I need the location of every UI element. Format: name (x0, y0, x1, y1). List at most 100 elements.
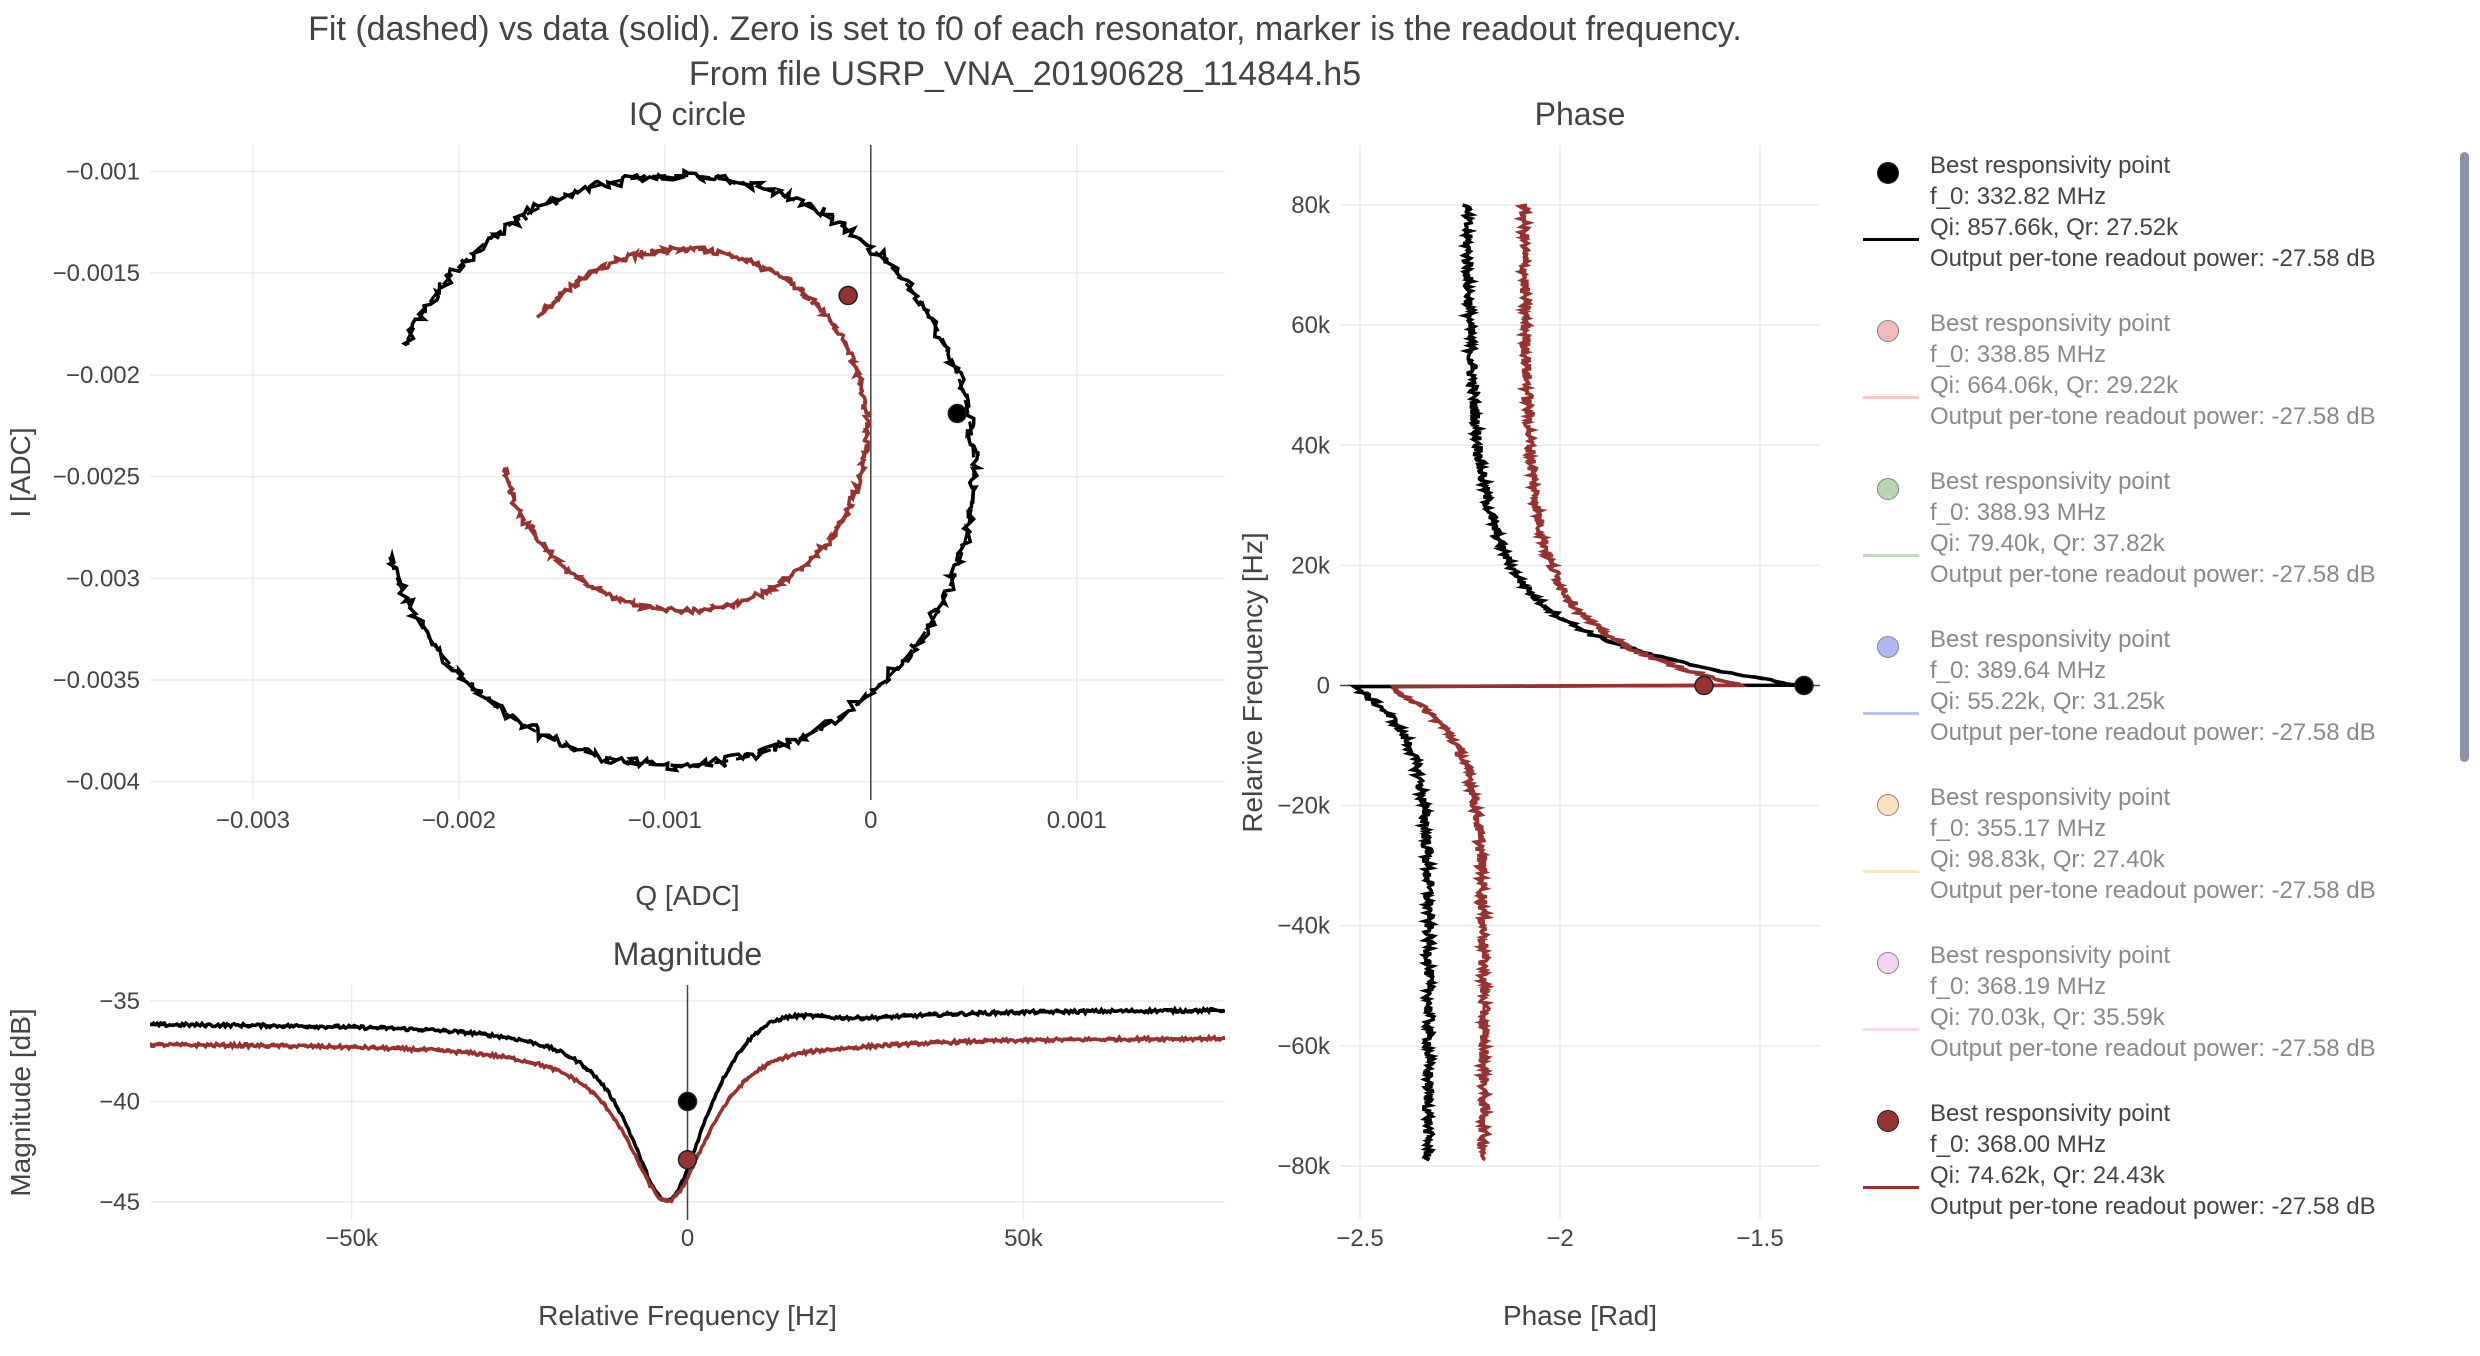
subplot-magnitude: −50k 0 50k −35 −40 −45 Magnitude Relative Frequ… (5, 936, 1225, 1331)
legend-label: Best responsivity point (1930, 626, 2171, 653)
legend-item[interactable]: Best responsivity point f_0: 338.85 MHz Qi… (1855, 308, 2455, 458)
legend-item[interactable]: Best responsivity point f_0: 355.17 MHz Qi… (1855, 782, 2455, 932)
legend-label: f_0: 389.64 MHz (1930, 657, 2107, 684)
y-tick-label: −20k (1277, 793, 1331, 820)
data-line (150, 1033, 1225, 1204)
x-tick-label: −2 (1546, 1225, 1573, 1252)
legend-item[interactable]: Best responsivity point f_0: 368.19 MHz Qi… (1855, 940, 2455, 1090)
subplot-title: Phase (1535, 96, 1626, 132)
x-tick-label: −1.5 (1736, 1225, 1783, 1252)
legend-label: f_0: 332.82 MHz (1930, 183, 2107, 210)
x-tick-label: 0.001 (1047, 807, 1107, 834)
y-tick-label: −0.0035 (53, 667, 140, 694)
legend-label: f_0: 338.85 MHz (1930, 341, 2107, 368)
legend-label: Qi: 74.62k, Qr: 24.43k (1930, 1162, 2165, 1189)
legend-label: Qi: 79.40k, Qr: 37.82k (1930, 530, 2165, 557)
y-tick-label: 80k (1291, 192, 1331, 219)
chart-title-line2: From file USRP_VNA_20190628_114844.h5 (688, 55, 1362, 93)
series-black (385, 167, 985, 773)
readout-marker (1694, 675, 1714, 696)
legend-item[interactable]: Best responsivity point f_0: 388.93 MHz Qi… (1855, 466, 2455, 616)
x-tick-label: −0.003 (216, 807, 290, 834)
legend-label: Qi: 98.83k, Qr: 27.40k (1930, 846, 2165, 873)
legend-scrollbar[interactable] (2460, 152, 2469, 762)
x-axis-label: Phase [Rad] (1503, 1300, 1657, 1331)
y-tick-label: −0.003 (66, 565, 140, 592)
subplot-title: Magnitude (613, 936, 762, 972)
readout-marker (1794, 675, 1814, 696)
legend-marker-icon (1877, 478, 1899, 500)
x-tick-label: −0.001 (628, 807, 702, 834)
legend-item[interactable]: Best responsivity point f_0: 389.64 MHz Qi… (1855, 624, 2455, 774)
x-tick-label: 0 (864, 807, 877, 834)
legend-label: Best responsivity point (1930, 784, 2171, 811)
y-tick-label: −40 (99, 1088, 140, 1115)
legend-label: Output per-tone readout power: -27.58 dB (1930, 1035, 2376, 1062)
chart-title-line1: Fit (dashed) vs data (solid). Zero is se… (308, 10, 1742, 48)
y-tick-label: −0.002 (66, 362, 140, 389)
legend-label: Qi: 55.22k, Qr: 31.25k (1930, 688, 2165, 715)
data-line (1389, 203, 1748, 1162)
legend-label: f_0: 355.17 MHz (1930, 815, 2107, 842)
series-red (1384, 203, 1748, 1162)
y-tick-label: 20k (1291, 552, 1331, 579)
x-axis-label: Q [ADC] (635, 880, 739, 911)
fit-line (1384, 205, 1740, 1160)
legend-label: Output per-tone readout power: -27.58 dB (1930, 403, 2376, 430)
legend-item[interactable]: Best responsivity point f_0: 368.00 MHz Qi… (1855, 1098, 2455, 1220)
legend-marker-icon (1877, 1110, 1899, 1132)
legend-label: Best responsivity point (1930, 310, 2171, 337)
readout-marker (838, 285, 858, 306)
readout-marker (677, 1091, 698, 1112)
legend-label: Best responsivity point (1930, 942, 2171, 969)
series-black (1347, 203, 1799, 1162)
legend-item[interactable]: Best responsivity point f_0: 332.82 MHz Qi… (1855, 150, 2455, 300)
legend-line-icon (1863, 396, 1919, 399)
legend-line-icon (1863, 554, 1919, 557)
legend-label: Best responsivity point (1930, 1100, 2171, 1127)
y-tick-label: −80k (1277, 1153, 1331, 1180)
legend-label: f_0: 368.19 MHz (1930, 973, 2107, 1000)
x-tick-label: 50k (1004, 1225, 1044, 1252)
y-tick-label: −0.001 (66, 158, 140, 185)
data-line (385, 167, 985, 773)
legend-label: Qi: 664.06k, Qr: 29.22k (1930, 372, 2179, 399)
x-tick-label: −0.002 (422, 807, 496, 834)
y-tick-label: −45 (99, 1189, 140, 1216)
y-tick-label: 60k (1291, 312, 1331, 339)
readout-marker (677, 1149, 698, 1170)
y-tick-label: −40k (1277, 913, 1331, 940)
legend-line-icon (1863, 870, 1919, 873)
x-tick-label: −2.5 (1336, 1225, 1383, 1252)
legend-marker-icon (1877, 636, 1899, 658)
subplot-iq-circle: −0.003 −0.002 −0.001 0 0.001 −0.001 −0.0015 −0.… (5, 96, 1225, 911)
legend-label: f_0: 368.00 MHz (1930, 1131, 2107, 1158)
legend[interactable]: Best responsivity point f_0: 332.82 MHz Qi… (1855, 150, 2455, 1220)
subplot-phase: −2.5 −2 −1.5 80k 60k 40k 20k 0 −20k −40k −60k −80k P… (1237, 96, 1820, 1331)
data-line (501, 244, 872, 616)
series-red (150, 1033, 1225, 1204)
x-axis-label: Relative Frequency [Hz] (538, 1300, 837, 1331)
y-axis-label: I [ADC] (5, 427, 36, 517)
legend-label: Qi: 857.66k, Qr: 27.52k (1930, 214, 2179, 241)
y-tick-label: 40k (1291, 432, 1331, 459)
legend-label: Best responsivity point (1930, 152, 2171, 179)
y-tick-label: −0.004 (66, 769, 140, 796)
x-tick-label: 0 (681, 1225, 694, 1252)
legend-line-icon (1863, 1186, 1919, 1189)
legend-label: Output per-tone readout power: -27.58 dB (1930, 1193, 2376, 1220)
y-tick-label: −60k (1277, 1033, 1331, 1060)
legend-marker-icon (1877, 952, 1899, 974)
y-tick-label: −0.0025 (53, 464, 140, 491)
legend-label: Best responsivity point (1930, 468, 2171, 495)
legend-label: Output per-tone readout power: -27.58 dB (1930, 245, 2376, 272)
legend-label: Output per-tone readout power: -27.58 dB (1930, 877, 2376, 904)
legend-marker-icon (1877, 794, 1899, 816)
data-line (1347, 203, 1798, 1162)
legend-line-icon (1863, 712, 1919, 715)
legend-label: f_0: 388.93 MHz (1930, 499, 2107, 526)
y-axis-label: Magnitude [dB] (5, 1008, 36, 1196)
readout-marker (947, 403, 968, 424)
series-red (501, 244, 872, 616)
